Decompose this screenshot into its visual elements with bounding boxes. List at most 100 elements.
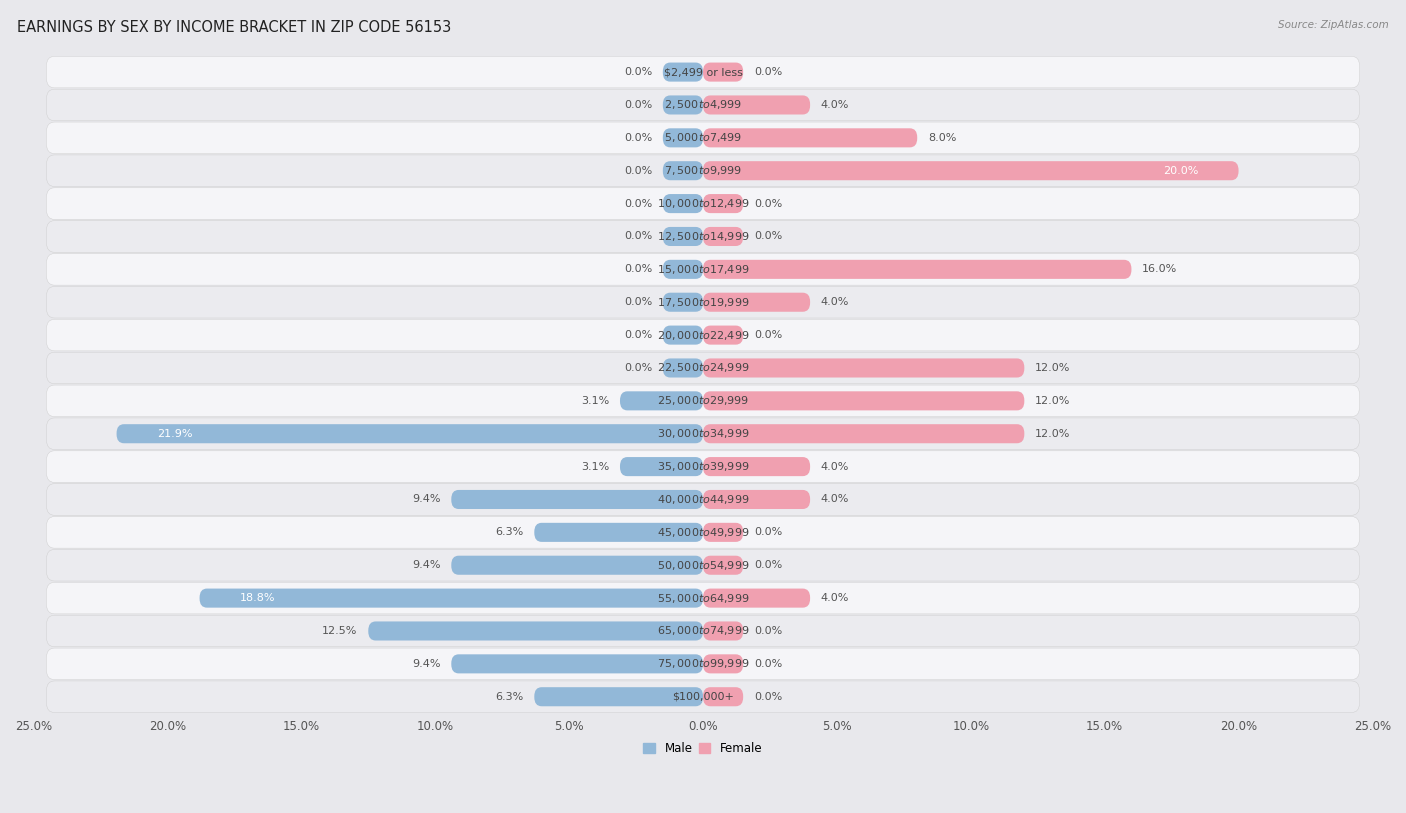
Text: $22,500 to $24,999: $22,500 to $24,999 [657, 362, 749, 375]
Text: $15,000 to $17,499: $15,000 to $17,499 [657, 263, 749, 276]
FancyBboxPatch shape [368, 621, 703, 641]
Text: 9.4%: 9.4% [412, 494, 440, 505]
Text: $75,000 to $99,999: $75,000 to $99,999 [657, 658, 749, 671]
Text: 0.0%: 0.0% [624, 330, 652, 340]
FancyBboxPatch shape [46, 320, 1360, 351]
Text: 0.0%: 0.0% [754, 67, 782, 77]
FancyBboxPatch shape [46, 582, 1360, 614]
FancyBboxPatch shape [703, 654, 744, 673]
Text: 21.9%: 21.9% [156, 428, 193, 439]
FancyBboxPatch shape [662, 95, 703, 115]
FancyBboxPatch shape [703, 556, 744, 575]
Text: 18.8%: 18.8% [240, 593, 276, 603]
Text: $45,000 to $49,999: $45,000 to $49,999 [657, 526, 749, 539]
FancyBboxPatch shape [703, 95, 810, 115]
Text: 4.0%: 4.0% [821, 593, 849, 603]
Text: $7,500 to $9,999: $7,500 to $9,999 [664, 164, 742, 177]
Text: $12,500 to $14,999: $12,500 to $14,999 [657, 230, 749, 243]
Text: 0.0%: 0.0% [624, 100, 652, 110]
Text: $50,000 to $54,999: $50,000 to $54,999 [657, 559, 749, 572]
FancyBboxPatch shape [703, 194, 744, 213]
Text: 0.0%: 0.0% [624, 133, 652, 143]
FancyBboxPatch shape [46, 516, 1360, 548]
Text: 6.3%: 6.3% [495, 528, 523, 537]
FancyBboxPatch shape [662, 293, 703, 311]
Text: $30,000 to $34,999: $30,000 to $34,999 [657, 427, 749, 440]
FancyBboxPatch shape [703, 391, 1025, 411]
FancyBboxPatch shape [46, 220, 1360, 252]
Text: 9.4%: 9.4% [412, 560, 440, 570]
FancyBboxPatch shape [703, 161, 1239, 180]
FancyBboxPatch shape [46, 56, 1360, 88]
Text: 0.0%: 0.0% [754, 198, 782, 209]
Text: 4.0%: 4.0% [821, 494, 849, 505]
Text: $100,000+: $100,000+ [672, 692, 734, 702]
Text: $5,000 to $7,499: $5,000 to $7,499 [664, 132, 742, 145]
FancyBboxPatch shape [46, 385, 1360, 416]
Text: $35,000 to $39,999: $35,000 to $39,999 [657, 460, 749, 473]
FancyBboxPatch shape [662, 325, 703, 345]
Text: 0.0%: 0.0% [624, 198, 652, 209]
FancyBboxPatch shape [662, 63, 703, 81]
Text: $55,000 to $64,999: $55,000 to $64,999 [657, 592, 749, 605]
Text: 0.0%: 0.0% [624, 166, 652, 176]
FancyBboxPatch shape [620, 391, 703, 411]
FancyBboxPatch shape [703, 490, 810, 509]
FancyBboxPatch shape [117, 424, 703, 443]
Text: 3.1%: 3.1% [581, 462, 609, 472]
Text: 0.0%: 0.0% [754, 626, 782, 636]
Text: 0.0%: 0.0% [754, 560, 782, 570]
Text: 6.3%: 6.3% [495, 692, 523, 702]
Text: 4.0%: 4.0% [821, 298, 849, 307]
Text: $10,000 to $12,499: $10,000 to $12,499 [657, 197, 749, 210]
Text: 0.0%: 0.0% [624, 363, 652, 373]
Text: 0.0%: 0.0% [624, 232, 652, 241]
Text: 16.0%: 16.0% [1142, 264, 1177, 274]
Text: 0.0%: 0.0% [754, 330, 782, 340]
Text: 0.0%: 0.0% [624, 298, 652, 307]
FancyBboxPatch shape [46, 615, 1360, 647]
FancyBboxPatch shape [46, 418, 1360, 450]
FancyBboxPatch shape [534, 523, 703, 542]
Text: 0.0%: 0.0% [624, 264, 652, 274]
FancyBboxPatch shape [46, 188, 1360, 220]
Text: $25,000 to $29,999: $25,000 to $29,999 [657, 394, 749, 407]
FancyBboxPatch shape [200, 589, 703, 607]
Text: 0.0%: 0.0% [754, 232, 782, 241]
Text: 12.0%: 12.0% [1035, 363, 1070, 373]
FancyBboxPatch shape [46, 254, 1360, 285]
FancyBboxPatch shape [703, 457, 810, 476]
FancyBboxPatch shape [46, 286, 1360, 318]
FancyBboxPatch shape [534, 687, 703, 706]
Text: Source: ZipAtlas.com: Source: ZipAtlas.com [1278, 20, 1389, 30]
FancyBboxPatch shape [703, 325, 744, 345]
FancyBboxPatch shape [451, 654, 703, 673]
FancyBboxPatch shape [46, 89, 1360, 121]
Text: 0.0%: 0.0% [754, 692, 782, 702]
FancyBboxPatch shape [46, 681, 1360, 712]
FancyBboxPatch shape [703, 589, 810, 607]
FancyBboxPatch shape [620, 457, 703, 476]
FancyBboxPatch shape [451, 490, 703, 509]
Text: 12.0%: 12.0% [1035, 428, 1070, 439]
Text: 4.0%: 4.0% [821, 100, 849, 110]
Legend: Male, Female: Male, Female [638, 737, 768, 760]
FancyBboxPatch shape [46, 155, 1360, 186]
FancyBboxPatch shape [703, 424, 1025, 443]
FancyBboxPatch shape [662, 227, 703, 246]
Text: $2,499 or less: $2,499 or less [664, 67, 742, 77]
Text: 0.0%: 0.0% [624, 67, 652, 77]
FancyBboxPatch shape [703, 359, 1025, 377]
FancyBboxPatch shape [46, 122, 1360, 154]
FancyBboxPatch shape [662, 359, 703, 377]
Text: $2,500 to $4,999: $2,500 to $4,999 [664, 98, 742, 111]
Text: 8.0%: 8.0% [928, 133, 956, 143]
Text: 4.0%: 4.0% [821, 462, 849, 472]
Text: $20,000 to $22,499: $20,000 to $22,499 [657, 328, 749, 341]
FancyBboxPatch shape [451, 556, 703, 575]
FancyBboxPatch shape [703, 227, 744, 246]
FancyBboxPatch shape [662, 161, 703, 180]
FancyBboxPatch shape [46, 648, 1360, 680]
Text: 9.4%: 9.4% [412, 659, 440, 669]
FancyBboxPatch shape [703, 523, 744, 542]
